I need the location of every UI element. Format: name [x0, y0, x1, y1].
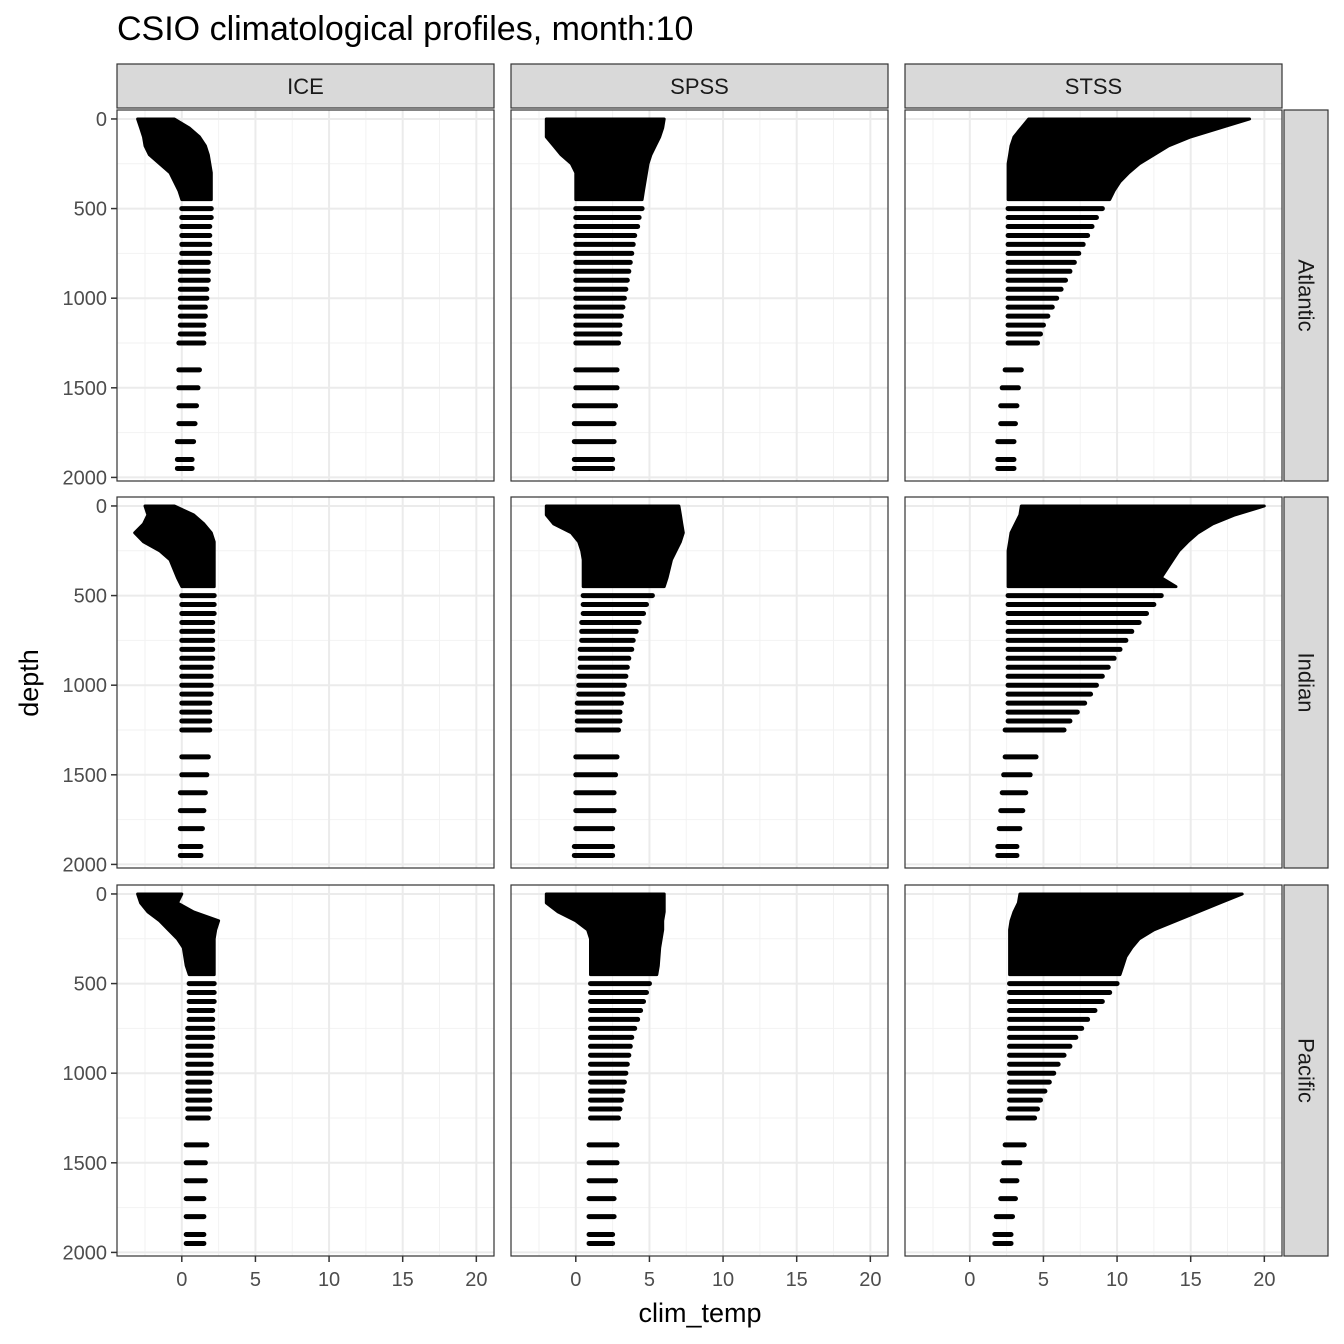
y-tick-label: 1000: [63, 288, 108, 310]
panel-atlantic-stss: [904, 109, 1283, 482]
dense-points-region: [136, 117, 213, 202]
panel-pacific-ice: [116, 884, 495, 1257]
x-tick-label: 0: [176, 1269, 187, 1291]
y-tick-label: 0: [96, 496, 107, 518]
chart-title: CSIO climatological profiles, month:10: [117, 10, 693, 48]
x-tick-label: 0: [570, 1269, 581, 1291]
x-tick-label: 15: [786, 1269, 808, 1291]
panel-pacific-spss: [510, 884, 889, 1257]
dense-points-region: [1008, 892, 1244, 977]
y-axis-title: depth: [14, 649, 44, 717]
panel-background: [117, 885, 494, 1256]
x-tick-label: 10: [1106, 1269, 1128, 1291]
strip-indian: [1283, 496, 1329, 869]
y-tick-label: 1500: [63, 378, 108, 400]
dense-points-region: [1006, 117, 1252, 202]
y-tick-label: 2000: [63, 467, 108, 489]
dense-points-region: [544, 117, 666, 202]
y-tick-label: 2000: [63, 1242, 108, 1264]
panel-indian-spss: [510, 496, 889, 869]
dense-points-region: [133, 504, 216, 589]
x-tick-label: 5: [644, 1269, 655, 1291]
y-tick-label: 1500: [63, 1153, 108, 1175]
strip-spss: [510, 63, 889, 109]
panel-border: [904, 109, 1283, 482]
x-tick-label: 5: [1038, 1269, 1049, 1291]
dense-points-region: [544, 892, 666, 977]
panel-border: [116, 496, 495, 869]
dense-points-region: [136, 892, 221, 977]
panel-border: [510, 496, 889, 869]
panel-border: [904, 884, 1283, 1257]
y-tick-label: 0: [96, 884, 107, 906]
x-tick-label: 10: [318, 1269, 340, 1291]
strip-stss: [904, 63, 1283, 109]
panel-border: [116, 884, 495, 1257]
strip-label-indian: Indian: [1294, 653, 1319, 713]
x-axis-title: clim_temp: [638, 1298, 761, 1328]
y-tick-label: 500: [74, 586, 107, 608]
panel-border: [510, 109, 889, 482]
dense-points-region: [1006, 504, 1266, 589]
panel-border: [510, 884, 889, 1257]
strip-label-ice: ICE: [287, 74, 324, 99]
x-tick-label: 10: [712, 1269, 734, 1291]
panel-border: [904, 496, 1283, 869]
panel-atlantic-ice: [116, 109, 495, 482]
y-tick-label: 500: [74, 974, 107, 996]
panel-indian-ice: [116, 496, 495, 869]
strip-label-pacific: Pacific: [1294, 1038, 1319, 1103]
panel-atlantic-spss: [510, 109, 889, 482]
panel-grid: ICE SPSS STSSAtlanticIndianPacific05001000…: [63, 63, 1329, 1291]
y-tick-label: 2000: [63, 854, 108, 876]
strip-atlantic: [1283, 109, 1329, 482]
x-tick-label: 15: [392, 1269, 414, 1291]
panel-background: [511, 885, 888, 1256]
strip-label-spss: SPSS: [670, 74, 729, 99]
panel-indian-stss: [904, 496, 1283, 869]
y-tick-label: 1000: [63, 675, 108, 697]
y-tick-label: 0: [96, 109, 107, 131]
x-tick-label: 20: [465, 1269, 487, 1291]
strip-label-stss: STSS: [1065, 74, 1122, 99]
x-tick-label: 20: [859, 1269, 881, 1291]
panel-background: [511, 110, 888, 481]
strip-label-atlantic: Atlantic: [1294, 259, 1319, 331]
x-tick-label: 0: [964, 1269, 975, 1291]
panel-background: [511, 497, 888, 868]
y-tick-label: 1000: [63, 1063, 108, 1085]
strip-pacific: [1283, 884, 1329, 1257]
strip-ice: [116, 63, 495, 109]
y-tick-label: 500: [74, 199, 107, 221]
panel-border: [116, 109, 495, 482]
dense-points-region: [544, 504, 685, 589]
x-tick-label: 20: [1253, 1269, 1275, 1291]
y-tick-label: 1500: [63, 765, 108, 787]
panel-pacific-stss: [904, 884, 1283, 1257]
x-tick-label: 5: [250, 1269, 261, 1291]
x-tick-label: 15: [1180, 1269, 1202, 1291]
